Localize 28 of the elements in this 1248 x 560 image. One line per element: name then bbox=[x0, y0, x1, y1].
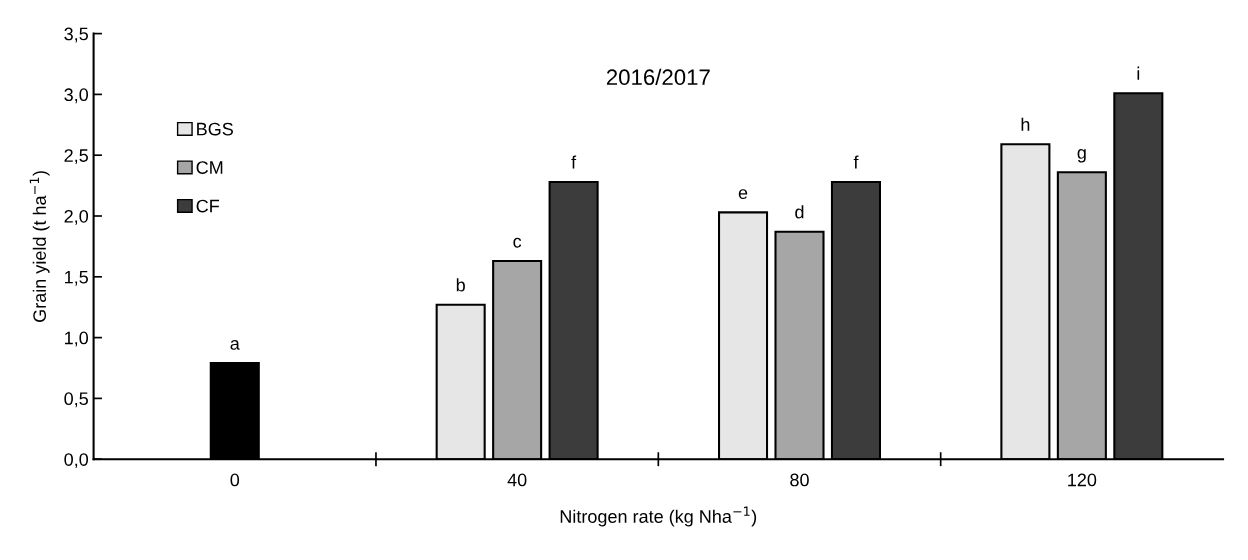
y-tick-label: 2,0 bbox=[64, 209, 89, 225]
y-tick-label: 0,5 bbox=[64, 392, 88, 408]
data-label: f bbox=[571, 155, 577, 169]
text: 2016/2017 bbox=[606, 68, 710, 86]
data-label: h bbox=[1021, 117, 1030, 131]
x-tick-label: 80 bbox=[790, 473, 809, 487]
data-label: c bbox=[513, 237, 522, 248]
y-tick-label: 1,0 bbox=[65, 331, 89, 347]
data-label: d bbox=[795, 205, 804, 219]
x-axis-title: Nitrogen rate (kg Nha$^{−1}$) bbox=[560, 506, 757, 527]
y-tick-label: 3,5 bbox=[64, 27, 88, 43]
legend-label: CF bbox=[196, 199, 220, 213]
x-tick-label: 0 bbox=[230, 473, 240, 487]
data-label: f bbox=[853, 155, 859, 169]
y-tick-label: 0,0 bbox=[64, 453, 89, 469]
x-tick-label: 40 bbox=[507, 473, 527, 487]
y-axis-title: Grain yield (t ha$^{−1}$) bbox=[29, 171, 50, 322]
legend-label: BGS bbox=[197, 122, 233, 136]
data-label: b bbox=[456, 278, 465, 292]
data-label: i bbox=[1137, 66, 1140, 80]
data-label: e bbox=[738, 189, 748, 200]
x-tick-label: 120 bbox=[1068, 473, 1097, 487]
data-label: g bbox=[1077, 149, 1086, 163]
y-tick-label: 1,5 bbox=[65, 270, 88, 286]
y-tick-label: 2,5 bbox=[64, 149, 88, 165]
legend-label: CM bbox=[196, 161, 223, 174]
data-label: a bbox=[230, 339, 240, 350]
y-tick-label: 3,0 bbox=[64, 88, 89, 104]
